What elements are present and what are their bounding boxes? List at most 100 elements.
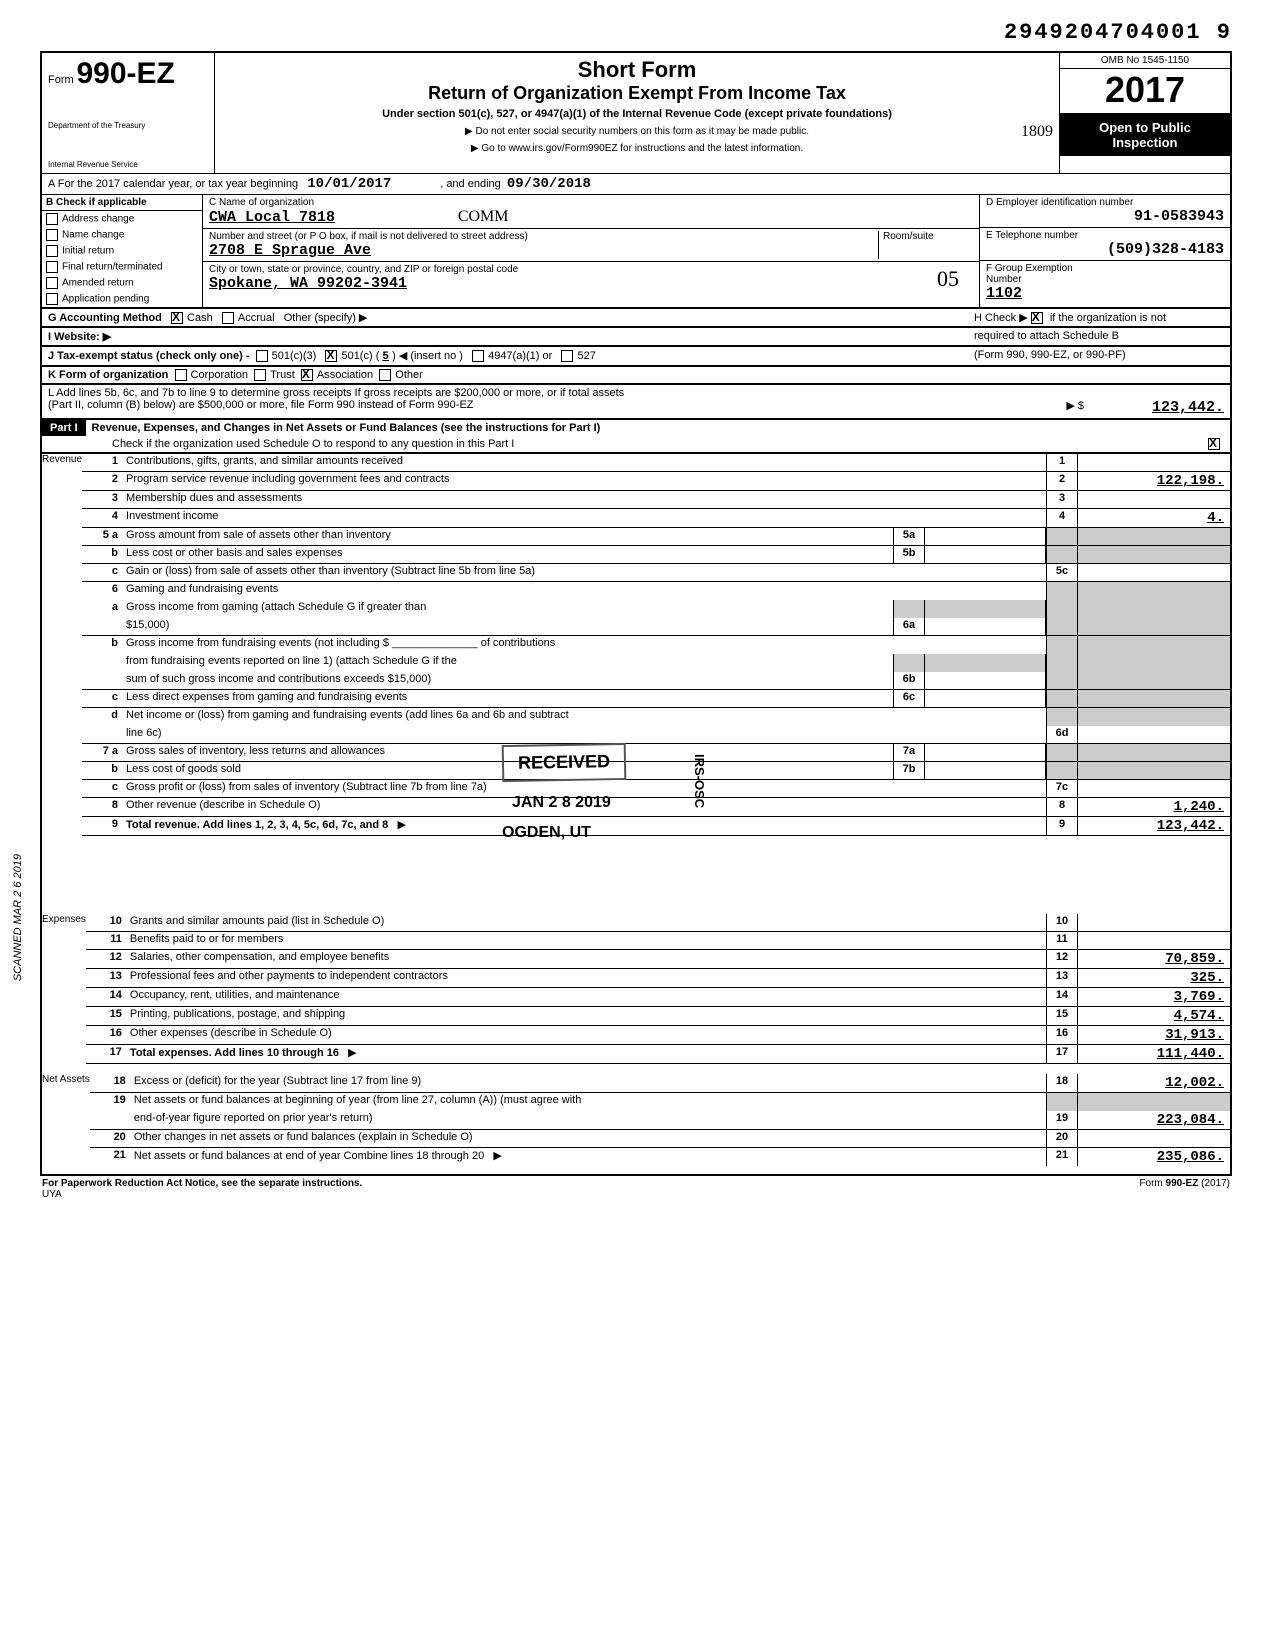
rv5a-sh: [1077, 528, 1230, 546]
rn7a-sh: [1046, 744, 1077, 762]
ck-application-pending[interactable]: Application pending: [42, 291, 202, 307]
mv6b-sh: [925, 654, 1046, 672]
form-number: 990-EZ: [76, 57, 174, 90]
ck-name-change[interactable]: Name change: [42, 227, 202, 243]
rn14: 14: [1046, 988, 1077, 1007]
d21-t: Net assets or fund balances at end of ye…: [134, 1150, 484, 1162]
rn6d: 6d: [1046, 726, 1077, 744]
rv13: 325.: [1077, 969, 1230, 988]
tel-value: (509)328-4183: [986, 241, 1224, 258]
block-bcd: B Check if applicable Address change Nam…: [40, 195, 1232, 309]
ck-cash-lbl: Cash: [187, 312, 213, 324]
rv6d-sh: [1077, 708, 1230, 726]
rn6d-sh: [1046, 708, 1077, 726]
rv17: 111,440.: [1077, 1045, 1230, 1064]
d21: Net assets or fund balances at end of ye…: [132, 1148, 1046, 1166]
d19b: end-of-year figure reported on prior yea…: [132, 1111, 1046, 1130]
ck-initial-return[interactable]: Initial return: [42, 243, 202, 259]
rn7c: 7c: [1046, 780, 1077, 798]
ck-cash[interactable]: [171, 312, 183, 324]
lbl-trust: Trust: [270, 369, 295, 381]
omb-number: OMB No 1545-1150: [1060, 53, 1230, 69]
n6c: c: [82, 690, 124, 708]
d14: Occupancy, rent, utilities, and maintena…: [128, 988, 1046, 1007]
rn9: 9: [1046, 817, 1077, 836]
n16: 16: [86, 1026, 128, 1045]
footer-uya: UYA: [42, 1189, 62, 1200]
ein-line: D Employer identification number 91-0583…: [980, 195, 1230, 228]
ck-501c3[interactable]: [256, 350, 268, 362]
rn6b2-sh: [1046, 654, 1077, 672]
period-end: 09/30/2018: [507, 176, 591, 192]
grp-value: 1102: [986, 285, 1224, 302]
row-h-l4: (Form 990, 990-EZ, or 990-PF): [974, 349, 1224, 363]
d5b: Less cost or other basis and sales expen…: [124, 546, 893, 564]
d20: Other changes in net assets or fund bala…: [132, 1130, 1046, 1148]
n6b3: [82, 672, 124, 690]
ck-other-org[interactable]: [379, 369, 391, 381]
row-i-label: I Website: ▶: [48, 331, 111, 343]
ck-label-4: Amended return: [62, 278, 134, 289]
ck-527[interactable]: [561, 350, 573, 362]
row-j: J Tax-exempt status (check only one) - 5…: [40, 347, 1232, 367]
header-left: Form 990-EZ Department of the Treasury I…: [42, 53, 215, 173]
rn13: 13: [1046, 969, 1077, 988]
ck-amended[interactable]: Amended return: [42, 275, 202, 291]
d5c: Gain or (loss) from sale of assets other…: [124, 564, 1046, 582]
rn6a-sh: [1046, 600, 1077, 618]
ck-part-i-schedo[interactable]: [1208, 438, 1220, 450]
rn6a2-sh: [1046, 618, 1077, 636]
ck-trust[interactable]: [254, 369, 266, 381]
period-begin: 10/01/2017: [307, 176, 391, 192]
d10: Grants and similar amounts paid (list in…: [128, 914, 1046, 932]
lbl-501c: 501(c) (: [341, 350, 379, 362]
rn17: 17: [1046, 1045, 1077, 1064]
ck-4947[interactable]: [472, 350, 484, 362]
n6a: a: [82, 600, 124, 618]
ck-assoc[interactable]: [301, 369, 313, 381]
ck-corp[interactable]: [175, 369, 187, 381]
n10: 10: [86, 914, 128, 932]
ck-label-0: Address change: [62, 214, 134, 225]
ck-accrual[interactable]: [222, 312, 234, 324]
n17: 17: [86, 1045, 128, 1064]
n6: 6: [82, 582, 124, 600]
rn20: 20: [1046, 1130, 1077, 1148]
col-c: C Name of organization CWA Local 7818 CO…: [203, 195, 979, 307]
rn12: 12: [1046, 950, 1077, 969]
rv20: [1077, 1130, 1230, 1148]
rv18: 12,002.: [1077, 1074, 1230, 1093]
n19: 19: [90, 1093, 132, 1111]
rn4: 4: [1046, 509, 1077, 528]
rn5a-sh: [1046, 528, 1077, 546]
form-prefix: Form: [48, 74, 74, 86]
n11: 11: [86, 932, 128, 950]
rn6-sh: [1046, 582, 1077, 600]
d19: Net assets or fund balances at beginning…: [132, 1093, 1046, 1111]
org-name-handwritten: COMM: [458, 208, 509, 225]
org-name-label: C Name of organization: [209, 197, 973, 208]
ck-501c[interactable]: [325, 350, 337, 362]
side-expenses: Expenses: [42, 914, 86, 1074]
ck-other-lbl: Other (specify) ▶: [284, 312, 368, 324]
open-public-2: Inspection: [1112, 135, 1177, 150]
stamp-date: JAN 2 8 2019: [512, 794, 611, 812]
n19b: [90, 1111, 132, 1130]
ck-address-change[interactable]: Address change: [42, 211, 202, 227]
n5b: b: [82, 546, 124, 564]
ck-final-return[interactable]: Final return/terminated: [42, 259, 202, 275]
row-l: L Add lines 5b, 6c, and 7b to line 9 to …: [40, 385, 1232, 420]
d12: Salaries, other compensation, and employ…: [128, 950, 1046, 969]
header-center: Short Form Return of Organization Exempt…: [215, 53, 1059, 173]
ck-h[interactable]: [1031, 312, 1043, 324]
rv6a2-sh: [1077, 618, 1230, 636]
open-public-1: Open to Public: [1099, 120, 1191, 135]
ein-value: 91-0583943: [986, 208, 1224, 225]
rv19: 223,084.: [1077, 1111, 1230, 1130]
grp-line: F Group Exemption Number 1102: [980, 261, 1230, 304]
handwritten-1809: 1809: [1021, 123, 1053, 141]
n5c: c: [82, 564, 124, 582]
stamp-irs-osc: IRS-OSC: [692, 754, 707, 808]
row-a-period: A For the 2017 calendar year, or tax yea…: [40, 173, 1232, 195]
n7c: c: [82, 780, 124, 798]
